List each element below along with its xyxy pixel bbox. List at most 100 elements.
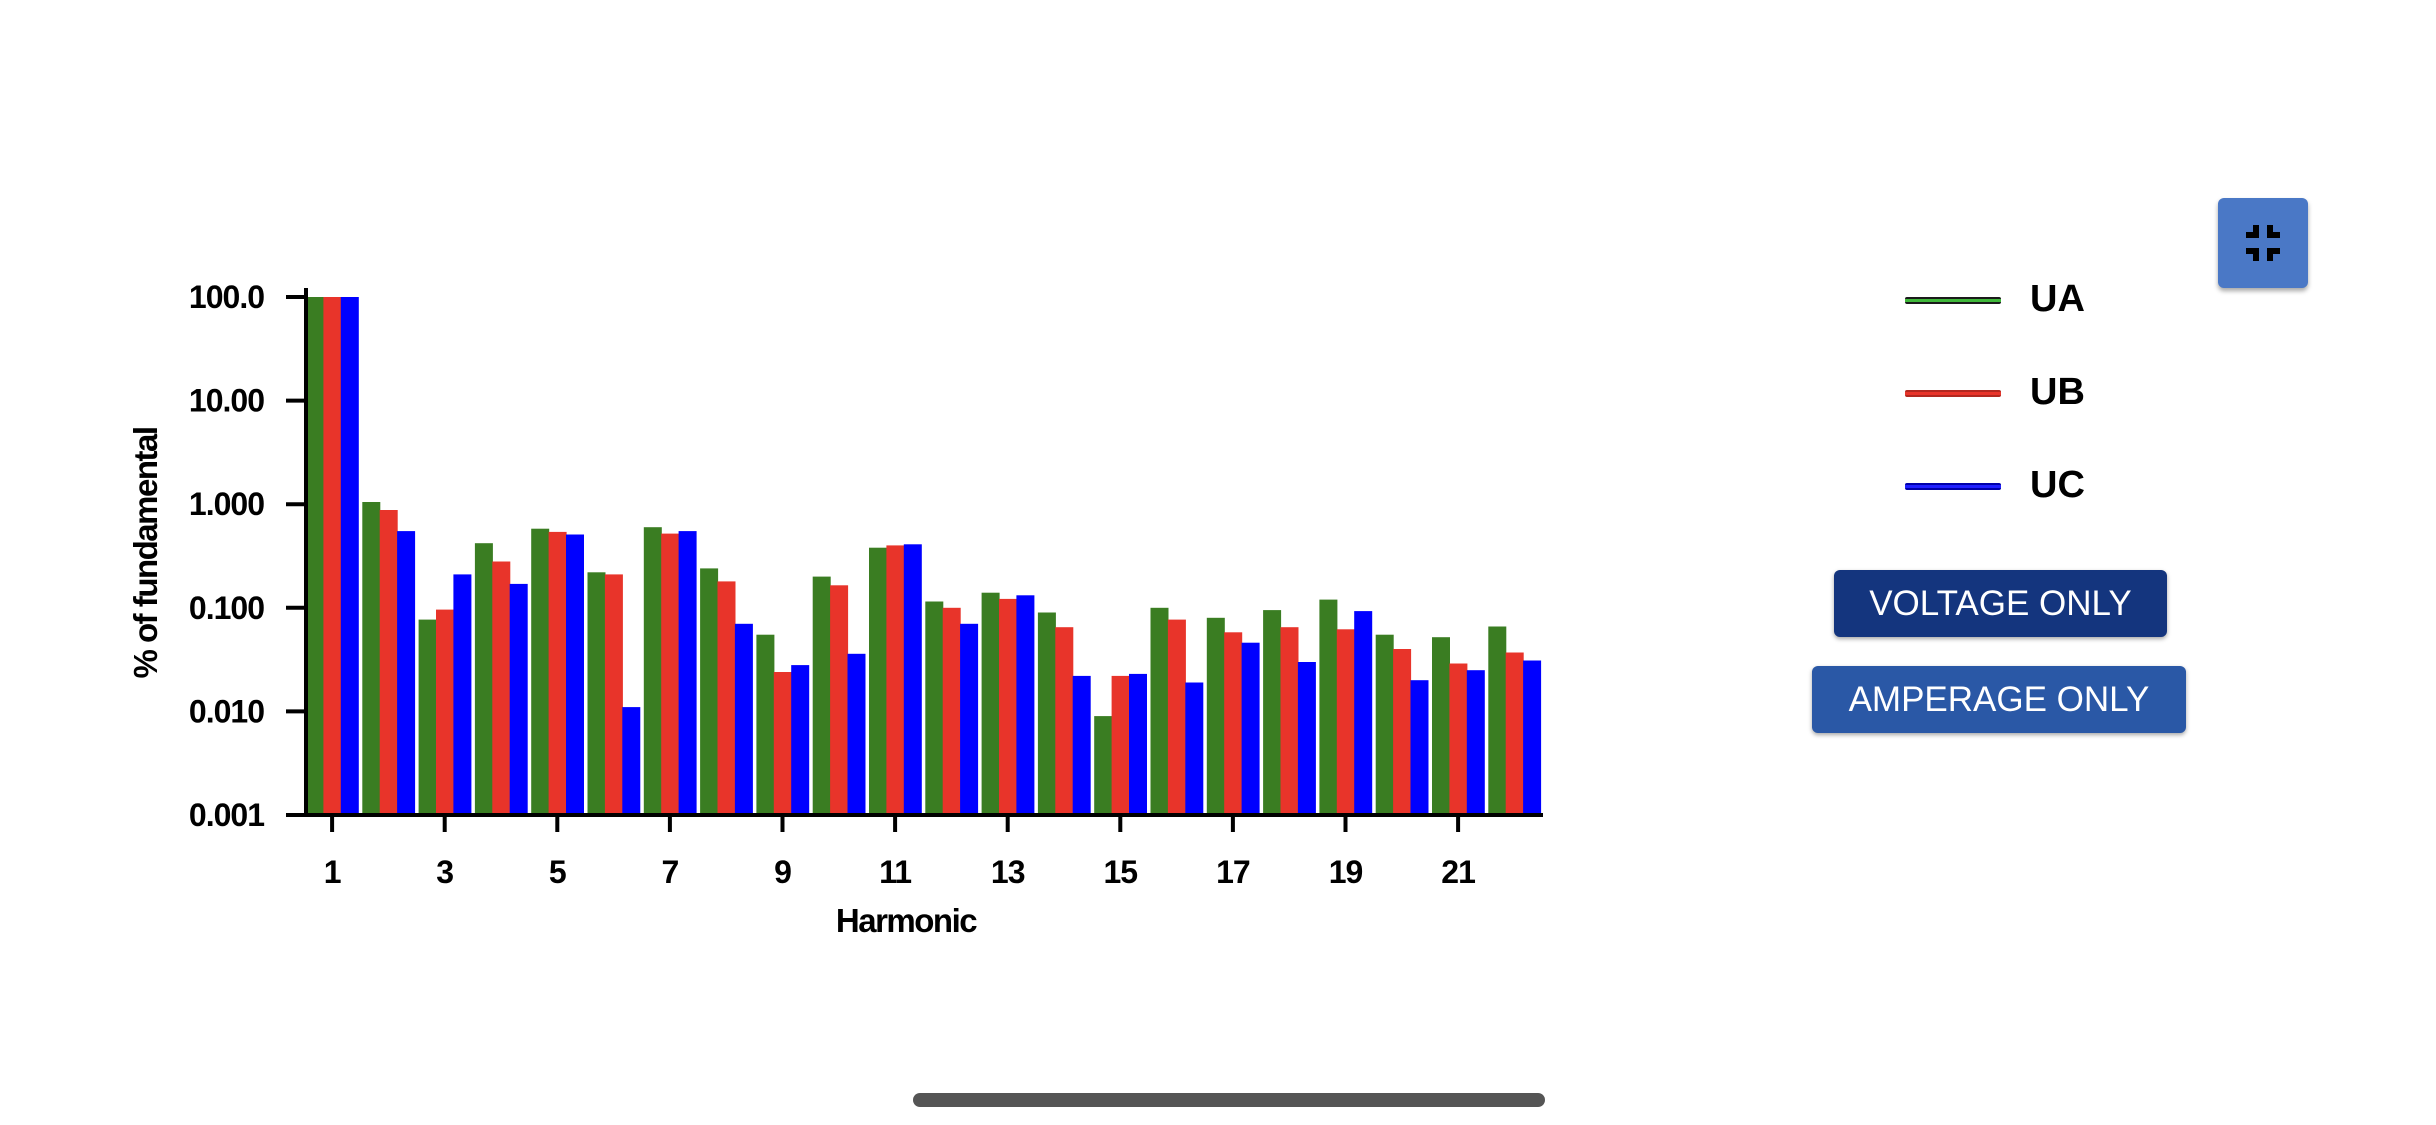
bar-ub-h16 — [1167, 619, 1186, 815]
bars-group — [306, 297, 1542, 815]
y-tick-label: 1.000 — [189, 486, 264, 522]
legend-label-ub: UB — [2030, 371, 2085, 413]
bar-uc-h13 — [1016, 595, 1035, 815]
legend-swatch-uc — [1905, 483, 2001, 490]
bar-ua-h11 — [869, 547, 887, 815]
bar-uc-h11 — [903, 544, 922, 815]
legend-item-ub: UB — [1900, 365, 2160, 425]
legend-item-uc: UC — [1900, 458, 2160, 518]
bar-ub-h18 — [1280, 627, 1299, 815]
bar-ua-h20 — [1375, 634, 1394, 815]
y-tick-label: 0.010 — [189, 693, 264, 729]
bar-ub-h20 — [1393, 649, 1412, 815]
bar-ub-h7 — [661, 533, 680, 815]
bar-ua-h12 — [925, 601, 944, 815]
x-tick-label: 13 — [991, 854, 1025, 890]
bar-ua-h2 — [362, 502, 381, 815]
bar-ub-h17 — [1224, 632, 1243, 815]
bar-ua-h6 — [587, 572, 606, 815]
bar-uc-h10 — [847, 653, 866, 815]
bar-uc-h4 — [509, 583, 528, 815]
bar-ub-h21 — [1449, 663, 1468, 815]
y-ticks-group: 100.0 10.00 1.000 0.100 0.010 0.001 — [189, 279, 306, 833]
bar-ua-h22 — [1488, 626, 1507, 815]
bar-ub-h22 — [1505, 652, 1524, 815]
x-tick-label: 7 — [662, 854, 679, 890]
home-indicator — [913, 1093, 1545, 1107]
x-ticks-group: 1 3 5 7 9 11 13 15 17 19 21 — [324, 815, 1476, 890]
bar-ua-h9 — [756, 634, 775, 815]
bar-ua-h7 — [643, 527, 662, 815]
bar-ua-h4 — [474, 543, 493, 815]
bar-uc-h21 — [1466, 670, 1485, 815]
x-tick-label: 17 — [1216, 854, 1250, 890]
bar-ub-h5 — [548, 531, 567, 815]
bar-ub-h19 — [1336, 629, 1355, 815]
bar-ub-h9 — [773, 672, 792, 815]
legend-swatch-ub — [1905, 390, 2001, 397]
y-tick-label: 100.0 — [189, 279, 264, 315]
bar-ua-h17 — [1206, 617, 1225, 815]
bar-ua-h10 — [812, 576, 831, 815]
bar-uc-h16 — [1185, 682, 1204, 815]
bar-ub-h10 — [830, 585, 849, 815]
bar-ub-h15 — [1111, 675, 1130, 815]
collapse-icon — [2246, 225, 2280, 261]
x-tick-label: 3 — [436, 854, 453, 890]
bar-uc-h20 — [1410, 680, 1429, 815]
bar-ub-h6 — [604, 574, 623, 815]
y-tick-label: 10.00 — [189, 383, 264, 419]
bar-uc-h9 — [791, 665, 810, 815]
x-tick-label: 21 — [1441, 854, 1475, 890]
bar-uc-h14 — [1072, 675, 1091, 815]
bar-uc-h1 — [340, 297, 359, 815]
x-tick-label: 1 — [324, 854, 341, 890]
bar-ub-h3 — [436, 609, 454, 815]
bar-ua-h8 — [700, 568, 719, 815]
bar-ub-h1 — [323, 297, 342, 815]
legend-swatch-ua — [1905, 297, 2001, 304]
x-axis-title: Harmonic — [836, 902, 977, 939]
bar-ub-h13 — [999, 598, 1017, 815]
x-tick-label: 5 — [549, 854, 566, 890]
bar-ua-h21 — [1432, 637, 1450, 815]
voltage-only-button[interactable]: VOLTAGE ONLY — [1834, 570, 2167, 637]
bar-ua-h19 — [1319, 599, 1338, 815]
bar-ub-h12 — [942, 607, 961, 815]
legend-item-ua: UA — [1900, 272, 2160, 332]
bar-ub-h4 — [492, 561, 511, 815]
bar-ub-h2 — [379, 510, 398, 815]
bar-uc-h7 — [678, 531, 697, 815]
x-tick-label: 11 — [879, 854, 911, 890]
bar-ua-h13 — [981, 592, 1000, 815]
amperage-only-button[interactable]: AMPERAGE ONLY — [1812, 666, 2186, 733]
bar-ub-h14 — [1055, 627, 1074, 815]
bar-ub-h8 — [717, 581, 736, 815]
collapse-button[interactable] — [2218, 198, 2308, 288]
bar-uc-h18 — [1297, 662, 1316, 815]
bar-ua-h5 — [531, 528, 550, 815]
y-tick-label: 0.001 — [189, 797, 264, 833]
bar-ua-h18 — [1263, 610, 1282, 815]
bar-uc-h2 — [397, 531, 416, 815]
x-tick-label: 9 — [774, 854, 791, 890]
bar-uc-h19 — [1354, 611, 1373, 815]
bar-uc-h22 — [1523, 660, 1542, 815]
bar-uc-h15 — [1129, 673, 1147, 815]
bar-ua-h15 — [1094, 716, 1113, 815]
y-tick-label: 0.100 — [189, 590, 264, 626]
y-axis-title: % of fundamental — [127, 427, 164, 678]
bar-uc-h12 — [960, 623, 979, 815]
bar-uc-h17 — [1241, 642, 1260, 815]
axes-group — [286, 288, 1543, 817]
legend-label-ua: UA — [2030, 278, 2085, 320]
bar-ua-h14 — [1037, 612, 1056, 815]
bar-ua-h1 — [306, 297, 324, 815]
bar-uc-h3 — [453, 574, 472, 815]
bar-uc-h6 — [622, 707, 641, 815]
bar-ub-h11 — [886, 545, 905, 815]
bar-ua-h16 — [1150, 607, 1169, 815]
x-tick-label: 15 — [1104, 854, 1138, 890]
x-tick-label: 19 — [1329, 854, 1363, 890]
